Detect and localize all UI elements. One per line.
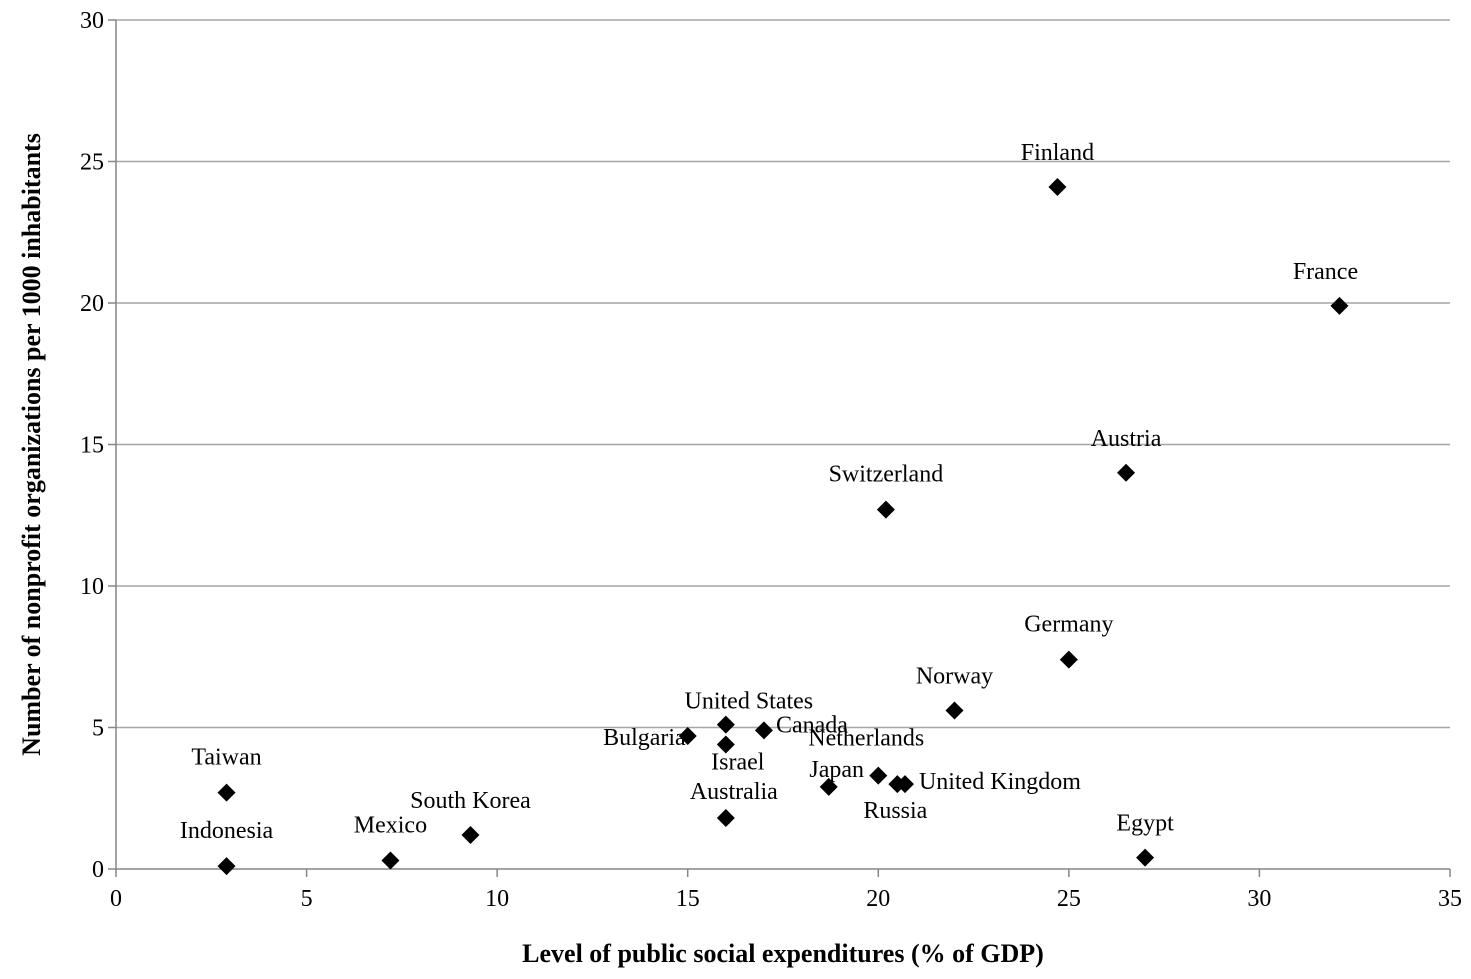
data-point-switzerland xyxy=(876,500,895,519)
x-tick-label: 5 xyxy=(301,886,313,912)
point-label: Austria xyxy=(1091,426,1162,452)
point-label: Israel xyxy=(711,749,765,775)
point-label: United States xyxy=(685,689,814,715)
x-tick-label: 30 xyxy=(1247,886,1271,912)
y-tick-label: 25 xyxy=(80,150,104,176)
data-point-egypt xyxy=(1136,848,1155,867)
y-tick-label: 20 xyxy=(80,291,104,317)
data-point-bulgaria xyxy=(678,726,697,745)
point-label: Bulgaria xyxy=(603,725,686,751)
y-tick-label: 10 xyxy=(80,574,104,600)
data-point-united-states xyxy=(716,715,735,734)
point-label: Taiwan xyxy=(191,745,261,771)
x-tick-label: 15 xyxy=(676,886,700,912)
x-axis-title: Level of public social expenditures (% o… xyxy=(522,939,1044,968)
point-label: Finland xyxy=(1021,140,1094,166)
data-point-france xyxy=(1330,296,1349,315)
point-label: France xyxy=(1293,259,1358,285)
data-point-japan xyxy=(819,777,838,796)
tick-labels: 0 5 10 15 20 25 30 0 5 10 15 20 25 30 35 xyxy=(80,8,1462,912)
data-point-australia xyxy=(716,809,735,828)
x-tick-label: 35 xyxy=(1438,886,1462,912)
y-tick-label: 15 xyxy=(80,433,104,459)
data-point-russia xyxy=(888,775,907,794)
point-labels: Finland France Austria Switzerland Germany No… xyxy=(180,140,1358,844)
data-point-norway xyxy=(945,701,964,720)
y-tick-label: 30 xyxy=(80,8,104,34)
point-label: Australia xyxy=(690,779,778,805)
point-label: Indonesia xyxy=(180,818,274,844)
point-label: Netherlands xyxy=(808,726,924,752)
data-point-austria xyxy=(1117,463,1136,482)
point-label: Mexico xyxy=(354,813,427,839)
gridlines xyxy=(116,19,1450,729)
point-label: South Korea xyxy=(410,788,531,814)
data-point-south-korea xyxy=(461,826,480,845)
point-label: Switzerland xyxy=(829,462,944,488)
point-label: Egypt xyxy=(1116,811,1174,837)
data-point-taiwan xyxy=(217,783,236,802)
data-point-finland xyxy=(1048,177,1067,196)
point-label: Norway xyxy=(916,664,993,690)
data-point-israel xyxy=(716,735,735,754)
point-label: Japan xyxy=(809,757,864,783)
data-points xyxy=(217,177,1349,876)
y-axis-title: Number of nonprofit organizations per 10… xyxy=(17,133,46,756)
point-label: Germany xyxy=(1024,612,1113,638)
x-tick-label: 20 xyxy=(866,886,890,912)
x-tick-label: 0 xyxy=(110,886,122,912)
data-point-netherlands xyxy=(869,766,888,785)
x-tick-label: 25 xyxy=(1057,886,1081,912)
axes xyxy=(108,19,1451,877)
point-label: United Kingdom xyxy=(919,769,1081,795)
data-point-canada xyxy=(754,721,773,740)
data-point-germany xyxy=(1059,650,1078,669)
data-point-mexico xyxy=(381,851,400,870)
point-label: Russia xyxy=(863,798,927,824)
data-point-indonesia xyxy=(217,857,236,876)
point-label: Canada xyxy=(776,712,848,738)
y-tick-label: 0 xyxy=(92,857,104,883)
x-tick-label: 10 xyxy=(485,886,509,912)
y-tick-label: 5 xyxy=(92,716,104,742)
